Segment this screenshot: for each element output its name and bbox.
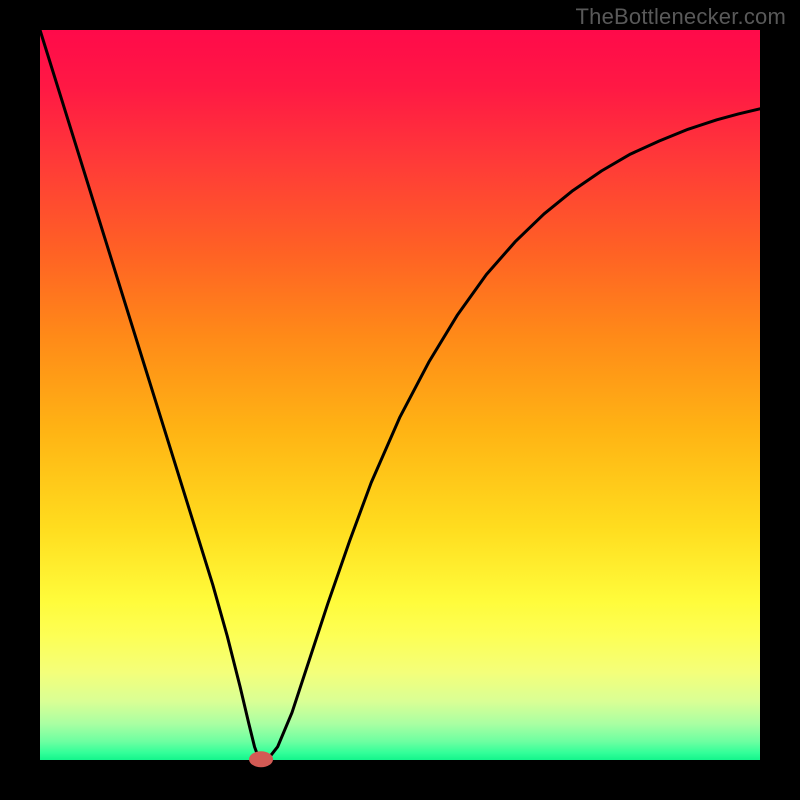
optimum-marker [249, 751, 273, 767]
plot-background [40, 30, 760, 760]
watermark-label: TheBottlenecker.com [576, 4, 786, 30]
stage: TheBottlenecker.com [0, 0, 800, 800]
bottleneck-chart [0, 0, 800, 800]
